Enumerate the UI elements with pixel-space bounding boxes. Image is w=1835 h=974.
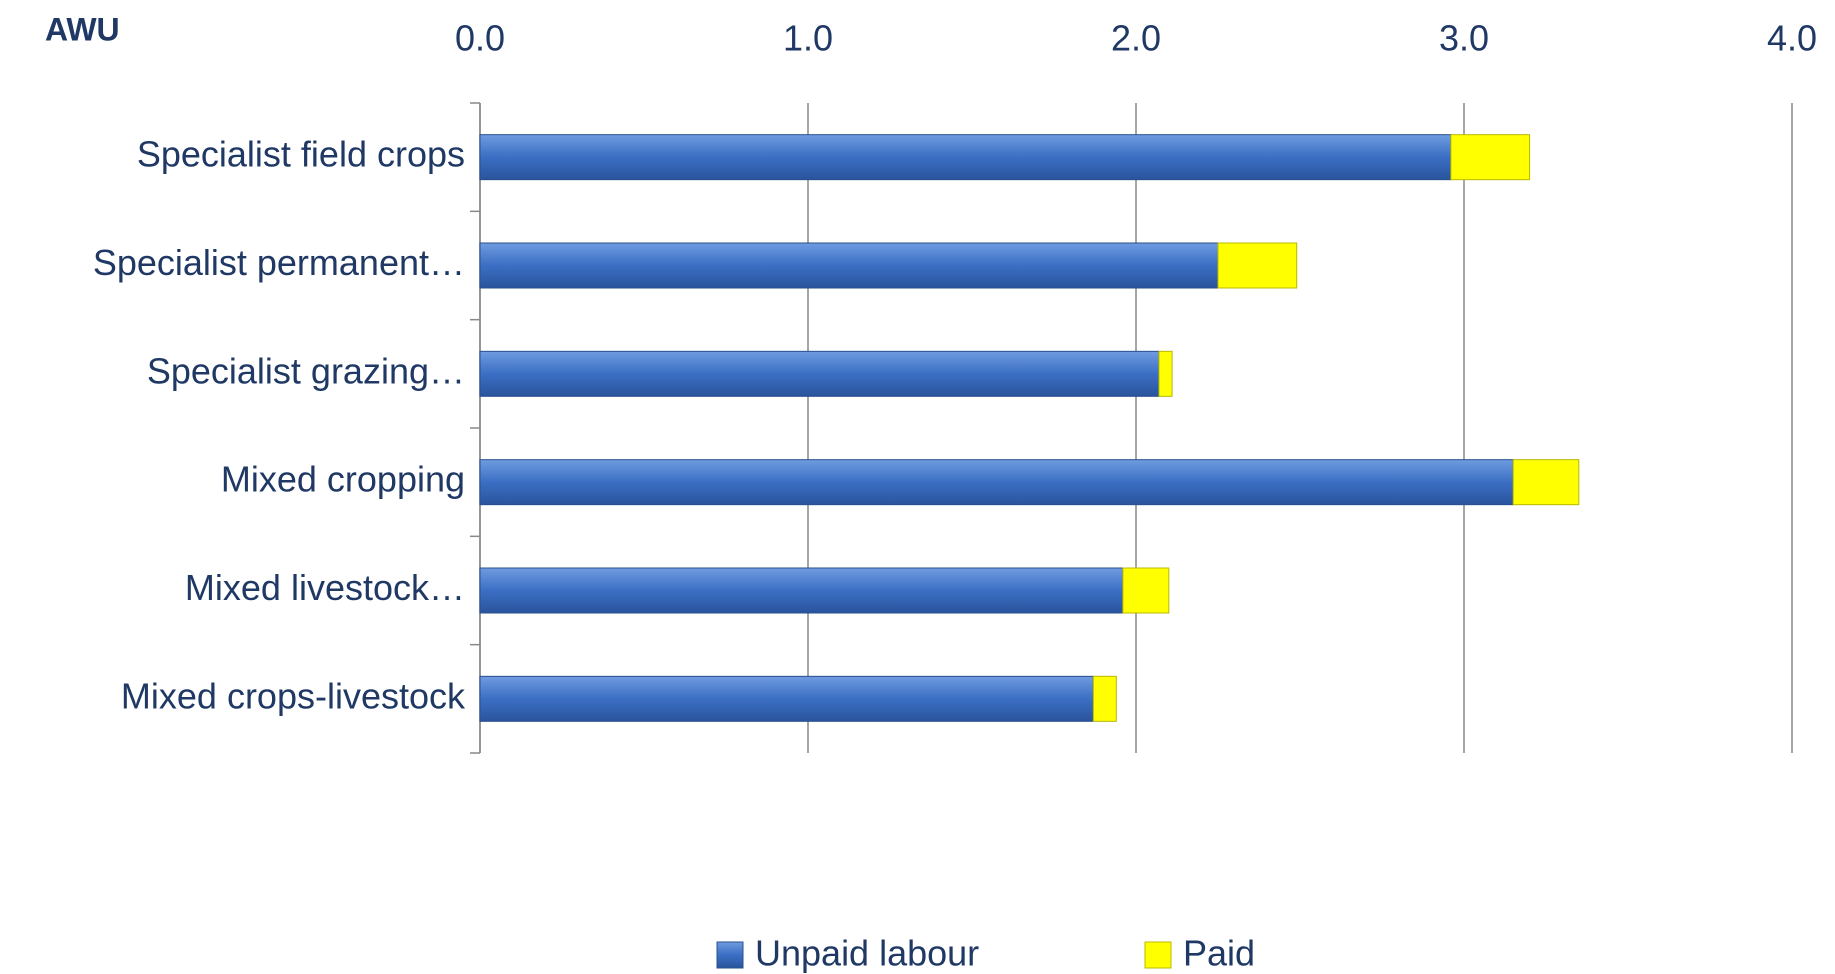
x-tick-label: 0.0 (455, 18, 505, 59)
legend-swatch (1144, 941, 1172, 969)
axis-label: AWU (45, 11, 120, 47)
y-tick-label: Specialist grazing… (147, 350, 465, 391)
x-tick-label: 2.0 (1111, 18, 1161, 59)
y-tick-label: Specialist permanent… (93, 242, 465, 283)
bar-segment (1512, 459, 1580, 506)
bar-segment (479, 350, 1160, 397)
legend-swatch (716, 941, 744, 969)
y-tick-label: Mixed crops-livestock (121, 675, 466, 716)
bar-segment (479, 675, 1094, 722)
y-tick-label: Mixed cropping (221, 459, 465, 500)
bar-segment (1122, 567, 1170, 614)
bar-segment (1217, 242, 1298, 289)
bar-segment (479, 459, 1514, 506)
y-tick-label: Mixed livestock… (185, 567, 465, 608)
x-tick-label: 1.0 (783, 18, 833, 59)
bar-segment (479, 242, 1219, 289)
x-tick-label: 4.0 (1767, 18, 1817, 59)
legend-label: Unpaid labour (755, 933, 979, 974)
bar-segment (1092, 675, 1117, 722)
bar-segment (1450, 134, 1531, 181)
legend-label: Paid (1183, 933, 1255, 974)
x-tick-label: 3.0 (1439, 18, 1489, 59)
bar-segment (1158, 350, 1173, 397)
bar-segment (479, 134, 1452, 181)
bar-segment (479, 567, 1124, 614)
y-tick-label: Specialist field crops (137, 134, 465, 175)
